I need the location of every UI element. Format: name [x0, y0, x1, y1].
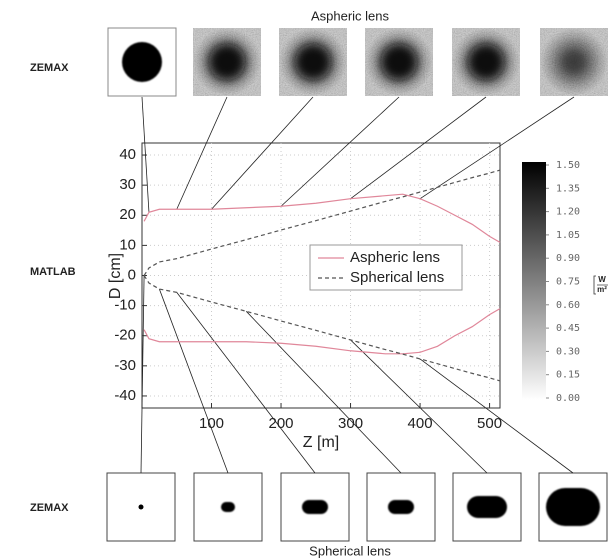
spot — [468, 44, 504, 80]
zemax-aspheric-image — [279, 28, 347, 96]
colorbar-tick-label: 0.15 — [556, 370, 580, 381]
colorbar-tick-label: 0.60 — [556, 300, 580, 311]
spot — [139, 505, 144, 510]
colorbar-tick-label: 1.35 — [556, 183, 580, 194]
spot — [221, 502, 235, 512]
spot — [302, 500, 328, 514]
x-tick-label: 400 — [408, 415, 433, 432]
row-label: MATLAB — [30, 266, 76, 278]
zemax-aspheric-image — [193, 28, 261, 96]
top-title: Aspheric lens — [311, 8, 390, 23]
unit-denominator: m² — [597, 285, 607, 294]
spot — [122, 42, 162, 82]
y-tick-label: 0 — [128, 266, 136, 283]
colorbar-tick-label: 0.75 — [556, 277, 580, 288]
x-axis-label: Z [m] — [303, 434, 339, 451]
legend-label: Aspheric lens — [350, 249, 440, 266]
colorbar — [522, 162, 546, 400]
row-label: ZEMAX — [30, 62, 69, 74]
spot — [560, 48, 588, 76]
y-tick-label: 10 — [119, 236, 136, 253]
y-tick-label: 30 — [119, 176, 136, 193]
zemax-aspheric-image — [365, 28, 433, 96]
y-tick-label: 20 — [119, 206, 136, 223]
figure: Aspheric lens Spherical lens ZEMAX MATLA… — [0, 0, 610, 560]
colorbar-tick-label: 0.00 — [556, 393, 580, 404]
colorbar-tick-label: 1.20 — [556, 207, 580, 218]
colorbar-tick-label: 0.30 — [556, 346, 580, 357]
legend-label: Spherical lens — [350, 269, 444, 286]
colorbar-tick-label: 0.90 — [556, 253, 580, 264]
bottom-title: Spherical lens — [309, 543, 391, 558]
y-tick-label: -40 — [114, 387, 136, 404]
zemax-aspheric-image — [540, 28, 608, 96]
zemax-aspheric-image — [108, 28, 176, 96]
colorbar-tick-label: 0.45 — [556, 323, 580, 334]
spot — [295, 44, 331, 80]
y-tick-label: 40 — [119, 146, 136, 163]
unit-bracket — [594, 276, 596, 294]
spot — [388, 500, 414, 514]
y-tick-label: -10 — [114, 297, 136, 314]
y-tick-label: -20 — [114, 327, 136, 344]
y-tick-label: -30 — [114, 357, 136, 374]
y-axis-label: D [cm] — [107, 253, 124, 299]
unit-numerator: W — [598, 275, 606, 284]
spot — [381, 44, 417, 80]
spot — [467, 496, 507, 518]
colorbar-tick-label: 1.50 — [556, 160, 580, 171]
zemax-aspheric-image — [452, 28, 520, 96]
spot — [209, 44, 245, 80]
colorbar-tick-label: 1.05 — [556, 230, 580, 241]
spot — [546, 488, 600, 526]
row-label: ZEMAX — [30, 502, 69, 514]
